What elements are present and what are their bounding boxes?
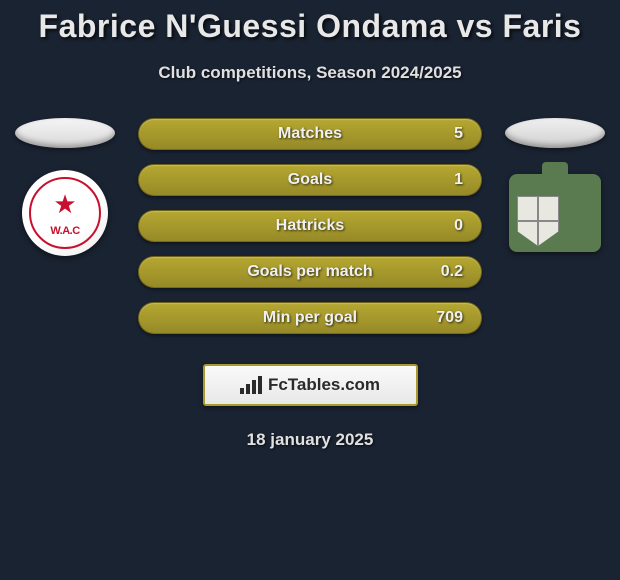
stats-list: Matches 5 Goals 1 Hattricks 0 Goals per … <box>120 118 500 334</box>
stat-row: Goals per match 0.2 <box>138 256 482 288</box>
date-label: 18 january 2025 <box>0 430 620 450</box>
left-team-ellipse <box>15 118 115 148</box>
right-team-logo <box>509 174 601 252</box>
left-team-logo-text: W.A.C <box>50 225 79 237</box>
stat-value-right: 1 <box>454 171 463 189</box>
stat-label: Matches <box>278 125 342 143</box>
stat-row: Hattricks 0 <box>138 210 482 242</box>
stat-row: Matches 5 <box>138 118 482 150</box>
brand-text: FcTables.com <box>268 375 380 395</box>
stat-label: Min per goal <box>263 309 357 327</box>
stat-row: Goals 1 <box>138 164 482 196</box>
page-title: Fabrice N'Guessi Ondama vs Faris <box>0 8 620 45</box>
stat-label: Goals <box>288 171 332 189</box>
left-team-column: ★ W.A.C <box>10 118 120 256</box>
stat-value-right: 709 <box>436 309 463 327</box>
comparison-panel: ★ W.A.C Matches 5 Goals 1 Hattricks 0 <box>0 118 620 334</box>
bar-chart-icon <box>240 376 262 394</box>
left-team-logo: ★ W.A.C <box>22 170 108 256</box>
stat-label: Hattricks <box>276 217 344 235</box>
star-icon: ★ <box>53 189 76 220</box>
subtitle: Club competitions, Season 2024/2025 <box>0 63 620 83</box>
stat-value-right: 0.2 <box>441 263 463 281</box>
stat-label: Goals per match <box>247 263 372 281</box>
stat-value-right: 5 <box>454 125 463 143</box>
stat-value-right: 0 <box>454 217 463 235</box>
right-team-column <box>500 118 610 252</box>
right-team-ellipse <box>505 118 605 148</box>
shield-icon <box>517 196 559 246</box>
brand-badge: FcTables.com <box>203 364 418 406</box>
stat-row: Min per goal 709 <box>138 302 482 334</box>
